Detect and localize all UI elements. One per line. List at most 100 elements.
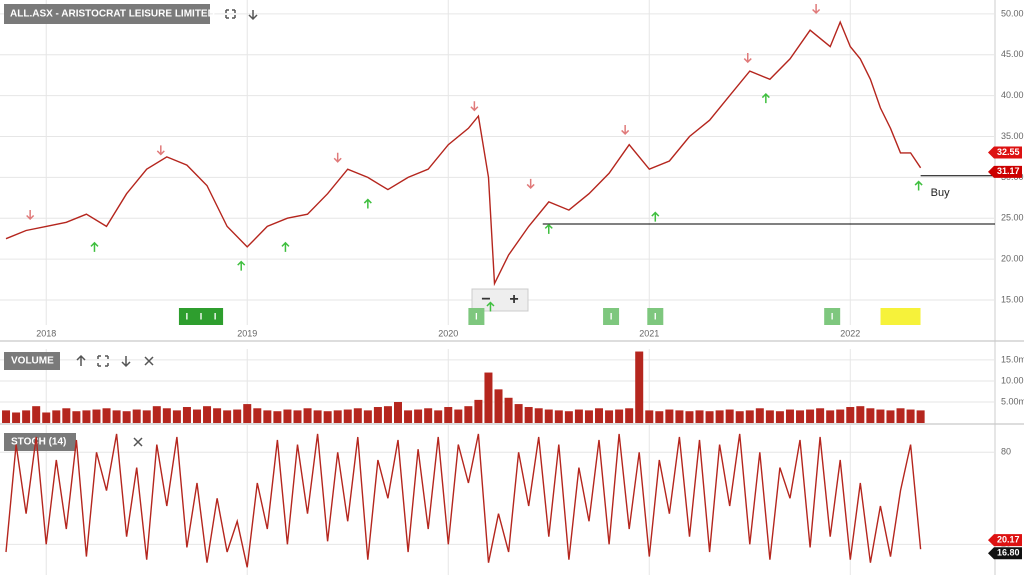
last-value-tag: [988, 534, 1022, 547]
event-label: I: [214, 311, 217, 321]
volume-bar: [494, 389, 503, 423]
volume-bar: [213, 408, 222, 423]
volume-bar: [383, 406, 392, 423]
volume-bar: [363, 410, 372, 423]
volume-bar: [263, 410, 272, 423]
event-label: I: [186, 311, 189, 321]
volume-bar: [343, 409, 352, 423]
volume-bar: [534, 408, 543, 423]
volume-bar: [524, 407, 533, 423]
up-signal: [363, 198, 372, 209]
volume-title: VOLUME: [11, 356, 54, 367]
expand-icon[interactable]: [225, 9, 236, 19]
volume-bar: [62, 408, 71, 423]
volume-bar: [866, 408, 875, 423]
volume-bar: [474, 399, 483, 423]
volume-bar: [122, 411, 131, 423]
move-down-icon[interactable]: [121, 356, 131, 368]
stoch-title: STOCH (14): [11, 437, 66, 448]
up-signal: [90, 241, 99, 252]
volume-bar: [886, 410, 895, 423]
volume-bar: [796, 410, 805, 423]
volume-bar: [2, 410, 11, 423]
volume-bar: [755, 408, 764, 423]
volume-bar: [655, 411, 664, 423]
event-label: I: [654, 311, 657, 321]
volume-bar: [283, 409, 292, 423]
y-tick-label: 35.00: [1001, 131, 1024, 141]
volume-title-box[interactable]: [4, 352, 60, 370]
volume-bar: [42, 412, 51, 423]
stoch-title-box[interactable]: [4, 433, 76, 451]
event-label: I: [831, 311, 834, 321]
close-icon[interactable]: [144, 356, 154, 366]
close-icon[interactable]: [133, 437, 143, 447]
price-line: [5, 433, 922, 568]
volume-bar: [916, 410, 925, 423]
last-value-label: 31.17: [997, 166, 1020, 176]
last-value-tag: [988, 547, 1022, 560]
volume-bar: [32, 406, 41, 423]
up-signal: [281, 241, 290, 252]
zoom-control: [471, 288, 529, 312]
up-signal: [651, 211, 660, 222]
volume-bar: [785, 409, 794, 423]
volume-bar: [52, 410, 61, 423]
y-tick-label: 5.00m: [1001, 396, 1024, 406]
volume-bar: [635, 351, 644, 423]
volume-bar: [323, 411, 332, 423]
y-tick-label: 10.00m: [1001, 375, 1024, 385]
volume-bar: [102, 408, 111, 423]
volume-bar: [605, 410, 614, 423]
down-signal: [26, 209, 35, 221]
zoom-out-button[interactable]: −: [481, 291, 490, 308]
event-marker: [603, 308, 620, 325]
last-value-label: 20.17: [997, 534, 1020, 544]
volume-bar: [172, 410, 181, 423]
volume-bar: [313, 410, 322, 423]
volume-bar: [856, 406, 865, 423]
move-up-icon[interactable]: [76, 354, 86, 366]
up-signal: [544, 223, 553, 234]
volume-bar: [725, 409, 734, 423]
volume-bar: [243, 404, 252, 423]
volume-bar: [695, 410, 704, 423]
y-tick-label: 40.00: [1001, 90, 1024, 100]
up-signal: [914, 180, 923, 191]
zoom-in-button[interactable]: +: [509, 291, 518, 308]
event-marker: [647, 308, 664, 325]
expand-icon[interactable]: [97, 355, 109, 367]
move-down-icon[interactable]: [248, 10, 258, 21]
x-tick-label: 2021: [639, 328, 659, 338]
volume-bar: [554, 410, 563, 423]
up-signal: [237, 260, 246, 271]
volume-bar: [906, 409, 915, 423]
volume-bar: [765, 410, 774, 423]
volume-bar: [414, 409, 423, 423]
x-tick-label: 2022: [840, 328, 860, 338]
volume-bar: [424, 408, 433, 423]
volume-bar: [806, 409, 815, 423]
volume-bar: [705, 411, 714, 423]
volume-bar: [373, 407, 382, 423]
down-signal: [333, 152, 342, 163]
volume-bar: [775, 411, 784, 423]
x-tick-label: 2020: [438, 328, 458, 338]
volume-bar: [233, 409, 242, 423]
volume-bar: [12, 412, 21, 423]
volume-bar: [303, 408, 312, 423]
volume-bar: [192, 409, 201, 423]
volume-bar: [715, 410, 724, 423]
volume-bar: [273, 411, 282, 423]
x-tick-label: 2019: [237, 328, 257, 338]
volume-bar: [434, 410, 443, 423]
title-box[interactable]: [4, 4, 210, 24]
volume-bar: [615, 409, 624, 423]
volume-bar: [584, 410, 593, 423]
last-value-label: 16.80: [997, 548, 1020, 558]
volume-bar: [162, 408, 171, 423]
volume-bar: [353, 408, 362, 423]
volume-bar: [595, 408, 604, 423]
y-tick-label: 45.00: [1001, 49, 1024, 59]
